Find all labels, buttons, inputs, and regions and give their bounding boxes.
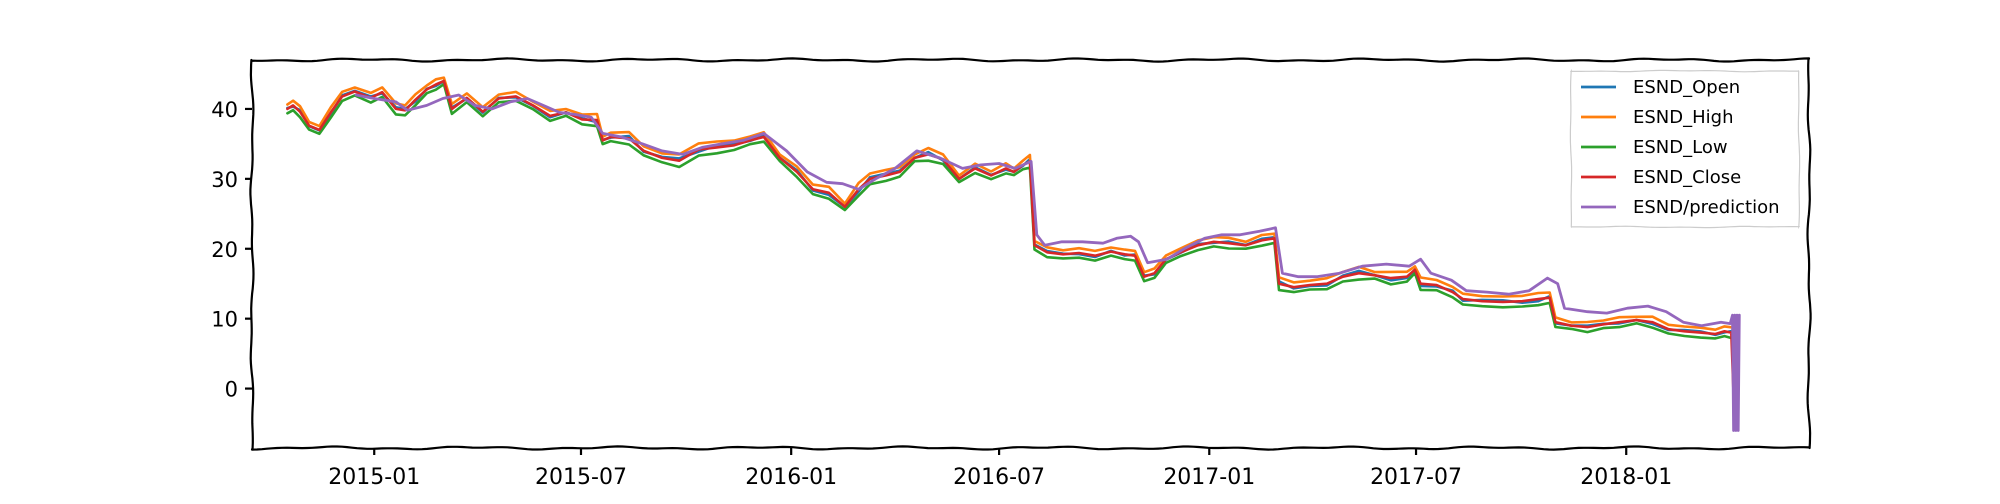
x-tick-label: 2017-07 xyxy=(1370,465,1462,490)
legend-label: ESND_Open xyxy=(1633,77,1740,98)
legend-label: ESND_High xyxy=(1633,107,1734,128)
x-tick-label: 2016-07 xyxy=(953,465,1045,490)
y-tick-label: 0 xyxy=(225,378,238,402)
x-tick-label: 2016-01 xyxy=(745,465,837,490)
legend-label: ESND_Close xyxy=(1633,167,1741,188)
y-tick-label: 10 xyxy=(211,308,238,332)
y-axis: 0 10 20 30 40 xyxy=(211,98,252,402)
y-tick-label: 30 xyxy=(211,168,238,192)
legend-box xyxy=(1569,68,1801,230)
series-line-esnd-prediction xyxy=(354,93,1741,432)
series-line-esnd-close xyxy=(286,79,1740,429)
series-line-esnd-low xyxy=(286,82,1740,340)
plot-frame xyxy=(249,57,1812,451)
x-tick-label: 2015-01 xyxy=(328,465,420,490)
legend-label: ESND/prediction xyxy=(1633,197,1780,218)
legend: ESND_Open ESND_High ESND_Low ESND_Close ESND… xyxy=(1569,68,1801,230)
legend-label: ESND_Low xyxy=(1633,137,1728,158)
x-tick-label: 2015-07 xyxy=(535,465,627,490)
x-axis: 2015-01 2015-07 2016-01 2016-07 2017-01 2017-… xyxy=(328,448,1672,490)
x-tick-label: 2017-01 xyxy=(1163,465,1255,490)
x-tick-label: 2018-01 xyxy=(1580,465,1672,490)
y-tick-label: 20 xyxy=(211,238,238,262)
y-tick-label: 40 xyxy=(211,98,238,122)
